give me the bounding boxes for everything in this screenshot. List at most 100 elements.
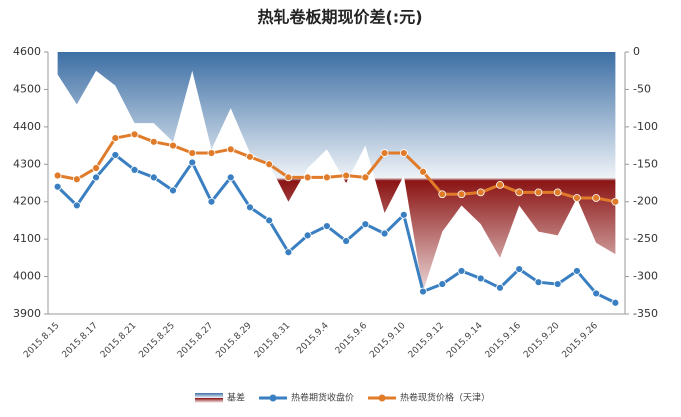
point: [226, 145, 235, 154]
point: [188, 158, 197, 167]
point: [592, 194, 601, 202]
point: [515, 265, 524, 273]
chart-title: 热轧卷板期现价差(:元): [257, 8, 422, 27]
x-tick-label: 2015.8.25: [137, 321, 176, 360]
legend-swatch: [269, 394, 277, 402]
x-tick-label: 2015.9.12: [407, 321, 446, 360]
y-tick-label: 4500: [13, 82, 41, 95]
point: [361, 173, 370, 182]
x-tick-label: 2015.9.10: [368, 321, 408, 361]
x-tick-label: 2015.9.6: [334, 321, 370, 357]
point: [92, 164, 100, 172]
point: [207, 197, 216, 206]
point: [573, 267, 581, 275]
point: [419, 287, 427, 296]
legend-label: 热卷现货价格（天津）: [400, 392, 490, 404]
y2-tick-label: -300: [633, 270, 658, 283]
point: [188, 149, 197, 157]
x-tick-label: 2015.8.31: [253, 321, 292, 360]
y-tick-label: 4100: [13, 232, 41, 245]
y2-tick-label: -100: [633, 120, 658, 133]
y2-tick-label: -350: [633, 307, 658, 320]
y-tick-label: 4000: [13, 270, 41, 283]
point: [457, 190, 466, 199]
point: [149, 173, 158, 182]
point: [169, 141, 177, 150]
point: [265, 216, 274, 225]
point: [438, 190, 447, 199]
point: [534, 278, 543, 287]
y2-tick-label: -200: [633, 195, 658, 208]
x-tick-label: 2015.8.21: [99, 321, 138, 360]
point: [553, 188, 562, 197]
legend-swatch: [378, 394, 386, 402]
x-tick-label: 2015.8.15: [22, 321, 61, 360]
point: [419, 167, 427, 176]
point: [515, 188, 524, 197]
point: [284, 173, 293, 182]
point: [111, 151, 120, 159]
point: [303, 231, 312, 240]
x-tick-label: 2015.8.17: [61, 321, 100, 360]
point: [553, 280, 562, 288]
point: [342, 171, 351, 180]
point: [284, 248, 293, 257]
x-tick-label: 2015.9.26: [561, 321, 601, 361]
x-tick-label: 2015.9.20: [522, 321, 562, 361]
y2-tick-label: 0: [633, 45, 640, 58]
y-tick-label: 4300: [13, 157, 41, 170]
y-tick-label: 4200: [13, 195, 41, 208]
x-tick-label: 2015.9.4: [295, 321, 331, 357]
point: [246, 203, 254, 212]
point: [53, 182, 62, 191]
point: [322, 173, 331, 182]
point: [361, 220, 370, 229]
point: [111, 134, 120, 142]
point: [149, 137, 158, 146]
y2-tick-label: -50: [633, 82, 651, 95]
point: [130, 165, 139, 174]
point: [496, 283, 504, 292]
point: [534, 188, 543, 197]
y-tick-label: 4400: [13, 120, 41, 133]
point: [72, 201, 81, 210]
point: [207, 149, 216, 157]
x-tick-label: 2015.9.14: [445, 321, 485, 361]
point: [573, 194, 581, 202]
point: [246, 152, 254, 161]
point: [130, 130, 139, 139]
area: [57, 52, 616, 292]
legend-swatch: [195, 393, 223, 403]
point: [476, 188, 485, 197]
point: [457, 267, 466, 275]
y-tick-label: 3900: [13, 307, 41, 320]
point: [92, 173, 100, 182]
point: [322, 222, 331, 230]
point: [303, 173, 312, 182]
point: [72, 175, 81, 184]
point: [265, 160, 274, 169]
point: [399, 149, 408, 157]
legend-label: 基差: [227, 392, 245, 404]
point: [611, 298, 620, 307]
y2-tick-label: -150: [633, 157, 658, 170]
point: [399, 210, 408, 219]
point: [53, 171, 62, 180]
point: [438, 280, 447, 288]
point: [476, 274, 485, 283]
point: [380, 149, 389, 157]
point: [611, 197, 620, 206]
point: [380, 229, 389, 238]
x-tick-label: 2015.9.16: [484, 321, 524, 361]
y2-tick-label: -250: [633, 232, 658, 245]
x-tick-label: 2015.8.27: [176, 321, 215, 360]
y-tick-label: 4600: [13, 45, 41, 58]
point: [496, 180, 504, 189]
point: [342, 237, 351, 245]
point: [169, 186, 177, 195]
legend-label: 热卷期货收盘价: [291, 392, 354, 404]
x-tick-label: 2015.8.29: [214, 321, 254, 361]
point: [226, 173, 235, 182]
point: [592, 289, 601, 298]
